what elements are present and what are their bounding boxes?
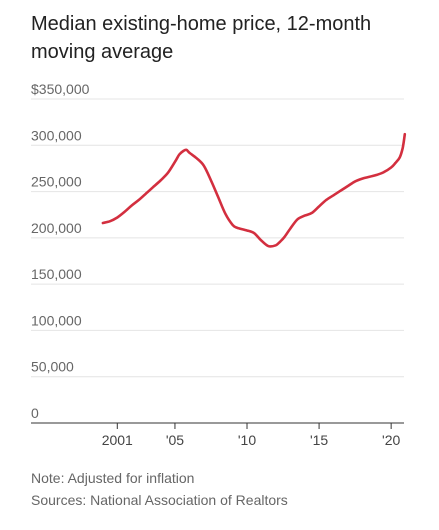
x-tick-label: '05 (166, 432, 184, 448)
x-tick-label: '15 (310, 432, 328, 448)
chart-title: Median existing-home price, 12-month mov… (31, 13, 372, 63)
y-tick-label: 50,000 (31, 359, 74, 375)
gridlines (31, 98, 404, 378)
x-tick-label: 2001 (102, 432, 133, 448)
series-layer (101, 132, 407, 248)
chart-source: Sources: National Association of Realtor… (31, 492, 288, 508)
y-axis-tick-labels: $350,000 300,000 250,000 200,000 150,000 100,… (31, 81, 90, 421)
y-tick-label: $350,000 (31, 81, 90, 97)
y-tick-label: 300,000 (31, 127, 82, 143)
series-line (101, 132, 407, 248)
y-tick-label: 0 (31, 405, 39, 421)
x-tick-label: '20 (382, 432, 400, 448)
x-axis: 2001 '05 '10 '15 '20 (31, 422, 404, 448)
chart-note: Note: Adjusted for inflation (31, 470, 195, 486)
y-tick-label: 200,000 (31, 220, 82, 236)
x-tick-label: '10 (238, 432, 256, 448)
y-tick-label: 250,000 (31, 174, 82, 190)
y-tick-label: 100,000 (31, 312, 82, 328)
y-tick-label: 150,000 (31, 266, 82, 282)
